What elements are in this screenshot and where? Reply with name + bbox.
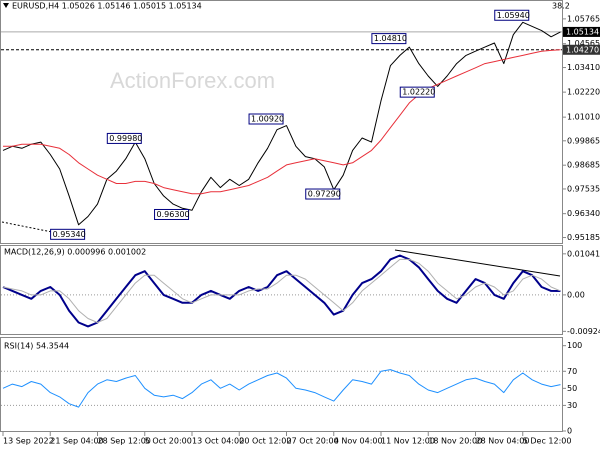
y-tick-label: 0	[567, 427, 572, 436]
annotation-label: 1.00920	[251, 115, 284, 124]
macd-title: MACD(12,26,9) 0.000996 0.001002	[4, 248, 146, 257]
annotation-label: 1.04810	[374, 34, 407, 43]
price-label-box	[563, 26, 600, 37]
y-tick-label: 1.02220	[567, 88, 600, 97]
x-tick-label: 28 Sep 12:00	[98, 437, 151, 446]
macd-frame	[0, 245, 563, 335]
x-tick-label: 13 Oct 04:00	[192, 437, 244, 446]
annotation-box	[50, 228, 86, 240]
annotation-label: 0.96300	[157, 210, 190, 219]
y-tick-label: 0.99865	[567, 136, 600, 145]
rsi-frame	[0, 337, 563, 432]
y-tick-label: 0.96340	[567, 209, 600, 218]
y-tick-label: 0.010415	[567, 249, 600, 258]
x-tick-label: 13 Sep 2022	[3, 437, 54, 446]
x-tick-label: 20 Oct 12:00	[239, 437, 291, 446]
annotation-box	[494, 9, 530, 21]
series-line	[2, 369, 561, 408]
y-tick-label: 1.05765	[567, 14, 600, 23]
chart-title: EURUSD,H4 1.05026 1.05146 1.05015 1.0513…	[12, 2, 202, 11]
x-tick-label: 11 Nov 12:00	[381, 437, 435, 446]
x-tick-label: 5 Oct 20:00	[145, 437, 192, 446]
x-tick-label: 21 Sep 04:00	[50, 437, 103, 446]
annotation-box	[371, 33, 407, 45]
series-line	[3, 49, 561, 195]
price-label: 1.05134	[566, 27, 599, 36]
y-tick-label: 0.97535	[567, 184, 600, 193]
x-tick-label: 28 Nov 04:00	[476, 437, 530, 446]
y-tick-label: 0.00	[567, 290, 585, 299]
y-tick-label: -0.009244	[567, 327, 600, 336]
y-tick-label: 0.95185	[567, 233, 600, 242]
x-tick-label: 4 Nov 04:00	[334, 437, 383, 446]
frames	[0, 0, 563, 432]
y-tick-label: 100	[567, 341, 582, 350]
price-label: 1.04270	[566, 45, 599, 54]
price-label-box	[563, 44, 600, 55]
annotation-label: 1.05940	[497, 11, 530, 20]
y-tick-label: 1.03410	[567, 63, 600, 72]
y-tick-label: 0.98685	[567, 161, 600, 170]
annotation-box	[248, 113, 284, 125]
annotation-box	[305, 188, 341, 200]
annotation-label: 0.95340	[53, 230, 86, 239]
series-line	[2, 258, 561, 323]
annotation-label: 0.97290	[308, 190, 341, 199]
x-tick-label: 27 Oct 20:00	[287, 437, 339, 446]
watermark: ActionForex.com	[110, 68, 275, 93]
y-tick-label: 1.01010	[567, 113, 600, 122]
annotation-label: 0.99980	[109, 134, 142, 143]
corner-label: 38.2	[552, 2, 570, 11]
header-arrow	[3, 3, 9, 8]
x-tick-label: 5 Dec 12:00	[523, 437, 572, 446]
y-tick-label: 70	[567, 367, 577, 376]
y-tick-label: 50	[567, 384, 577, 393]
annotation-box	[106, 132, 142, 144]
x-tick-label: 18 Nov 20:00	[428, 437, 482, 446]
main-frame	[0, 0, 563, 244]
series-line	[2, 21, 561, 226]
y-tick-label: 1.04565	[567, 39, 600, 48]
macd-trend-line	[394, 249, 561, 277]
series-line	[2, 254, 561, 328]
annotation-box	[399, 86, 435, 98]
annotation-label: 1.02220	[402, 88, 435, 97]
trend-line	[1, 221, 83, 239]
annotation-box	[154, 208, 190, 220]
rsi-title: RSI(14) 54.3544	[4, 342, 69, 351]
y-tick-label: 30	[567, 401, 577, 410]
